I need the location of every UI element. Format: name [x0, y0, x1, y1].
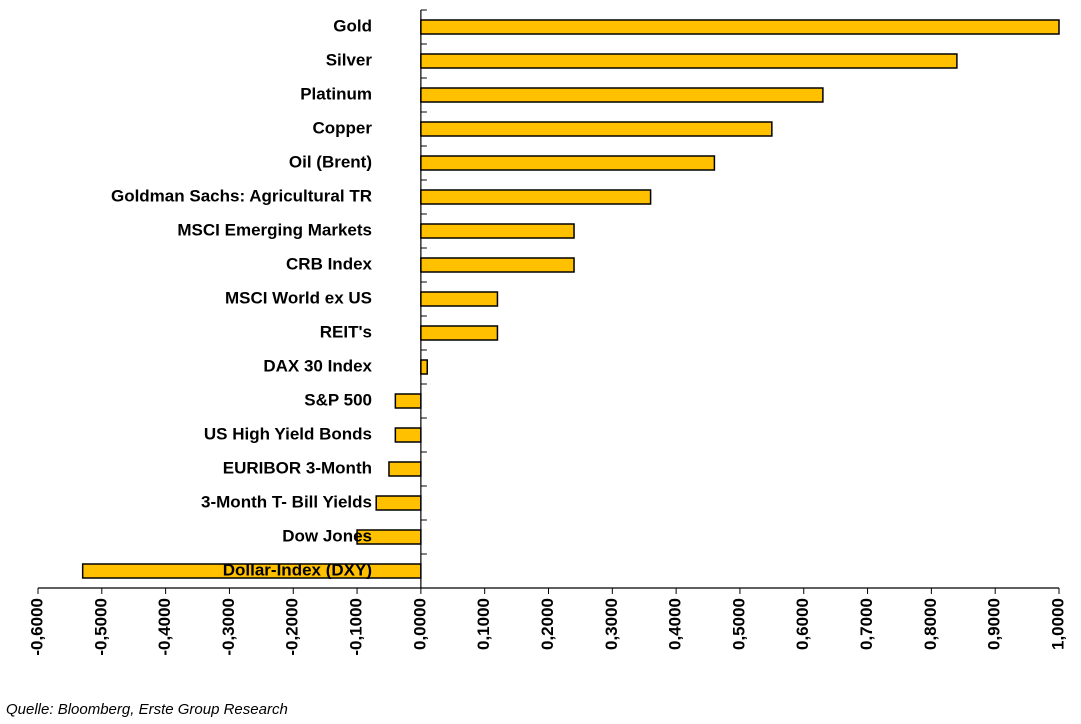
- category-label: Goldman Sachs: Agricultural TR: [111, 186, 372, 205]
- category-label: EURIBOR 3-Month: [223, 458, 372, 477]
- category-label: Oil (Brent): [289, 152, 372, 171]
- x-tick-label: 0,9000: [985, 598, 1004, 650]
- category-label: Dollar-Index (DXY): [223, 560, 372, 579]
- x-tick-label: 0,4000: [666, 598, 685, 650]
- x-tick-label: 0,7000: [857, 598, 876, 650]
- bar: [420, 223, 575, 239]
- bar: [420, 291, 499, 307]
- bar: [420, 87, 824, 103]
- x-tick-label: -0,1000: [347, 598, 366, 656]
- source-note: Quelle: Bloomberg, Erste Group Research: [6, 701, 288, 718]
- x-tick-label: 0,1000: [474, 598, 493, 650]
- x-tick-label: 0,3000: [602, 598, 621, 650]
- category-label: Copper: [313, 118, 373, 137]
- category-label: DAX 30 Index: [263, 356, 372, 375]
- x-tick-label: 0,0000: [410, 598, 429, 650]
- category-label: 3-Month T- Bill Yields: [201, 492, 372, 511]
- x-tick-label: 1,0000: [1048, 598, 1067, 650]
- category-label: CRB Index: [286, 254, 373, 273]
- x-tick-label: -0,5000: [91, 598, 110, 656]
- bar: [420, 53, 958, 69]
- x-tick-label: -0,6000: [27, 598, 46, 656]
- bar: [420, 19, 1060, 35]
- category-label: REIT's: [320, 322, 372, 341]
- bar: [420, 189, 652, 205]
- bar: [420, 359, 429, 375]
- bar: [420, 257, 575, 273]
- category-label: Dow Jones: [282, 526, 372, 545]
- category-label: Gold: [333, 16, 372, 35]
- bar: [394, 427, 422, 443]
- x-tick-label: -0,2000: [283, 598, 302, 656]
- x-tick-label: 0,2000: [538, 598, 557, 650]
- category-label: Silver: [326, 50, 373, 69]
- category-label: MSCI Emerging Markets: [177, 220, 372, 239]
- bar: [420, 121, 773, 137]
- category-label: S&P 500: [304, 390, 372, 409]
- bar: [420, 155, 716, 171]
- x-tick-label: 0,6000: [793, 598, 812, 650]
- x-tick-label: -0,4000: [155, 598, 174, 656]
- category-label: MSCI World ex US: [225, 288, 372, 307]
- x-tick-label: -0,3000: [219, 598, 238, 656]
- bar: [375, 495, 422, 511]
- category-label: Platinum: [300, 84, 372, 103]
- bar: [394, 393, 422, 409]
- bar: [420, 325, 499, 341]
- x-tick-label: 0,5000: [729, 598, 748, 650]
- bar: [388, 461, 422, 477]
- category-label: US High Yield Bonds: [204, 424, 372, 443]
- x-tick-label: 0,8000: [921, 598, 940, 650]
